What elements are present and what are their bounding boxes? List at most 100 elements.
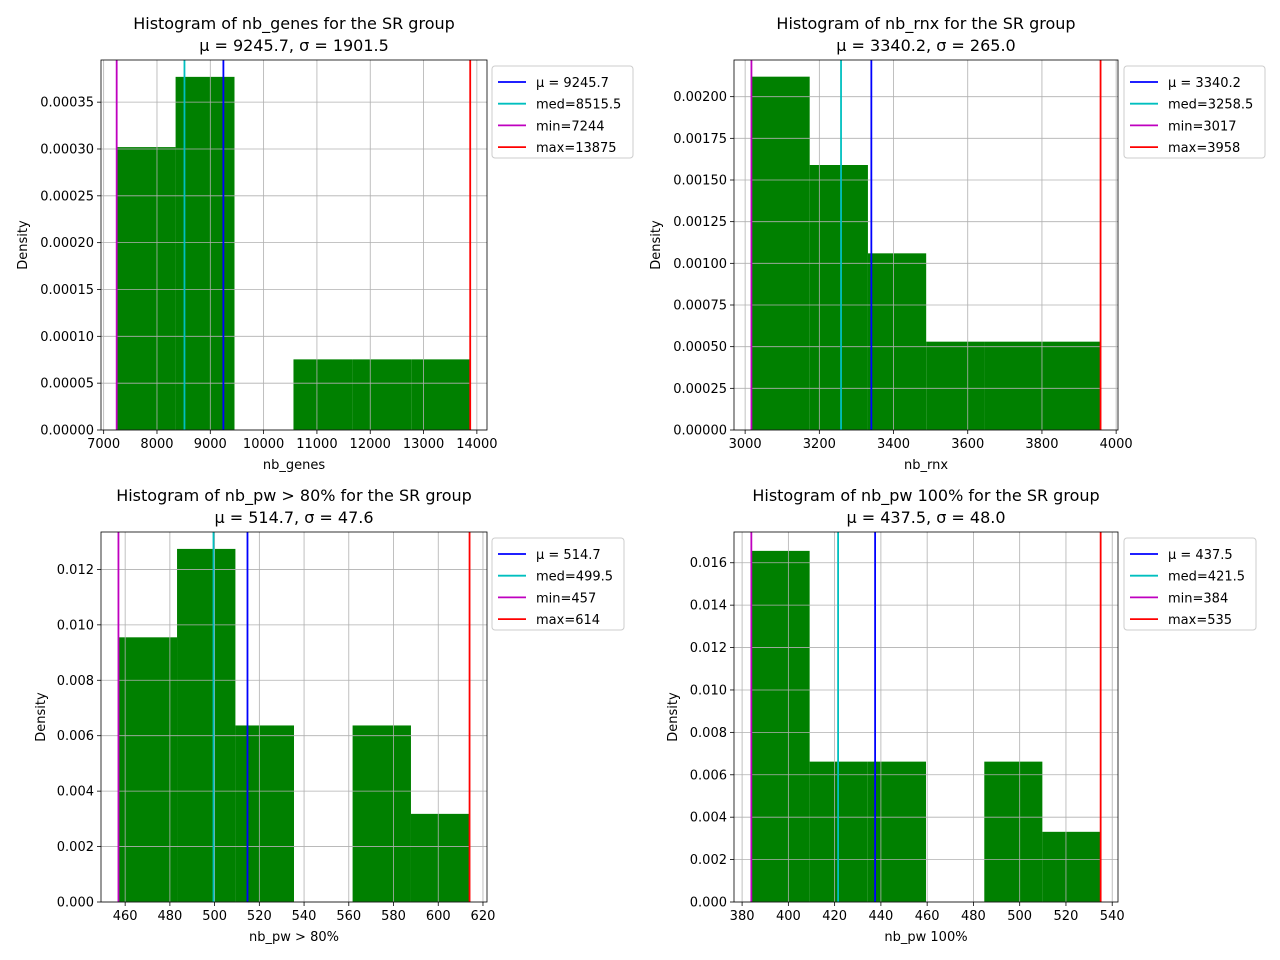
histogram-bar (751, 76, 810, 431)
legend-label-median: med=3258.5 (1168, 98, 1253, 113)
legend-label-min: min=7244 (536, 119, 605, 134)
histogram-bar (235, 725, 294, 902)
chart-subtitle: μ = 9245.7, σ = 1901.5 (199, 36, 389, 55)
histogram-bar (926, 341, 985, 430)
chart-panel-2: 3000 3200 3400 3600 3800 4000 0.00000 0.00025 0.… (649, 14, 1266, 473)
histogram-bar (411, 359, 471, 430)
y-tick-label: 0.002 (690, 853, 727, 868)
x-tick-label: 13000 (403, 437, 444, 452)
histogram-bar (984, 761, 1043, 902)
y-tick-label: 0.00035 (40, 96, 94, 111)
y-tick-label: 0.008 (57, 674, 94, 689)
y-tick-label: 0.00025 (673, 382, 727, 397)
y-tick-label: 0.010 (690, 683, 727, 698)
x-tick-label: 540 (1100, 909, 1125, 924)
histogram-bar (410, 813, 470, 902)
y-tick-label: 0.016 (690, 556, 727, 571)
x-tick-label: 14000 (456, 437, 497, 452)
x-tick-label: 10000 (243, 437, 284, 452)
x-tick-label: 8000 (140, 437, 173, 452)
chart-title: Histogram of nb_pw 100% for the SR group (752, 486, 1099, 506)
chart-subtitle: μ = 3340.2, σ = 265.0 (836, 36, 1015, 55)
histogram-bar (984, 341, 1043, 430)
x-tick-label: 600 (426, 909, 451, 924)
y-tick-label: 0.012 (690, 641, 727, 656)
legend-label-median: med=421.5 (1168, 570, 1245, 585)
y-tick-label: 0.006 (57, 729, 94, 744)
histogram-bar (175, 76, 235, 431)
y-tick-label: 0.00015 (40, 283, 94, 298)
legend-box (491, 65, 634, 159)
legend-label-min: min=384 (1168, 591, 1228, 606)
x-tick-label: 460 (915, 909, 940, 924)
chart-title: Histogram of nb_genes for the SR group (133, 14, 455, 34)
y-tick-label: 0.00150 (673, 174, 727, 189)
y-tick-label: 0.00000 (673, 424, 727, 439)
legend-label-max: max=13875 (536, 141, 617, 156)
x-tick-label: 480 (961, 909, 986, 924)
x-tick-label: 12000 (350, 437, 391, 452)
x-tick-label: 500 (1007, 909, 1032, 924)
legend-label-min: min=457 (536, 591, 596, 606)
y-tick-label: 0.000 (690, 896, 727, 911)
y-tick-label: 0.00025 (40, 189, 94, 204)
x-tick-label: 520 (1054, 909, 1079, 924)
y-tick-label: 0.004 (690, 811, 727, 826)
chart-title: Histogram of nb_rnx for the SR group (776, 14, 1075, 34)
chart-subtitle: μ = 437.5, σ = 48.0 (846, 508, 1005, 527)
x-tick-label: 460 (113, 909, 138, 924)
histogram-bar (177, 548, 236, 902)
x-tick-label: 4000 (1100, 437, 1133, 452)
x-axis-label: nb_genes (263, 458, 325, 473)
axes-frame (100, 531, 488, 903)
histogram-bar (293, 359, 353, 430)
y-tick-label: 0.00075 (673, 299, 727, 314)
x-tick-label: 500 (202, 909, 227, 924)
x-tick-label: 420 (822, 909, 847, 924)
x-tick-label: 480 (157, 909, 182, 924)
legend-label-mean: μ = 3340.2 (1168, 76, 1241, 91)
y-tick-label: 0.00175 (673, 132, 727, 147)
y-tick-label: 0.00000 (40, 424, 94, 439)
y-tick-label: 0.002 (57, 840, 94, 855)
legend-label-median: med=499.5 (536, 570, 613, 585)
y-tick-label: 0.014 (690, 599, 727, 614)
x-tick-label: 540 (292, 909, 317, 924)
legend: μ = 514.7 med=499.5 min=457 max=614 (491, 537, 625, 631)
x-tick-label: 520 (247, 909, 272, 924)
chart-panel-3: 460 480 500 520 540 560 580 600 620 0.000 0.002 0.0… (34, 486, 625, 945)
y-tick-label: 0.00030 (40, 142, 94, 157)
x-tick-label: 440 (868, 909, 893, 924)
legend-box (1123, 537, 1257, 631)
axes-frame (733, 531, 1119, 903)
histogram-bar (867, 253, 927, 430)
y-tick-label: 0.008 (690, 726, 727, 741)
chart-subtitle: μ = 514.7, σ = 47.6 (214, 508, 373, 527)
y-axis-label: Density (666, 692, 681, 742)
legend-label-mean: μ = 437.5 (1168, 548, 1233, 563)
legend-label-mean: μ = 9245.7 (536, 76, 609, 91)
x-tick-label: 9000 (194, 437, 227, 452)
histogram-bar (751, 550, 810, 902)
axes-frame (733, 59, 1119, 431)
x-tick-label: 7000 (87, 437, 120, 452)
legend-label-min: min=3017 (1168, 119, 1237, 134)
histogram-bar (1042, 831, 1101, 902)
x-tick-label: 3800 (1025, 437, 1058, 452)
x-tick-label: 3200 (803, 437, 836, 452)
y-tick-label: 0.000 (57, 896, 94, 911)
x-tick-label: 580 (381, 909, 406, 924)
y-tick-label: 0.006 (690, 768, 727, 783)
legend: μ = 3340.2 med=3258.5 min=3017 max=3958 (1123, 65, 1266, 159)
x-axis-label: nb_pw > 80% (249, 930, 339, 945)
y-axis-label: Density (649, 220, 664, 270)
y-tick-label: 0.012 (57, 563, 94, 578)
histogram-bar (116, 147, 176, 430)
y-tick-label: 0.00010 (40, 330, 94, 345)
axes-frame (100, 59, 488, 431)
x-tick-label: 3600 (951, 437, 984, 452)
x-axis-label: nb_pw 100% (884, 930, 967, 945)
x-tick-label: 380 (730, 909, 755, 924)
legend-label-median: med=8515.5 (536, 98, 621, 113)
x-tick-label: 11000 (296, 437, 337, 452)
